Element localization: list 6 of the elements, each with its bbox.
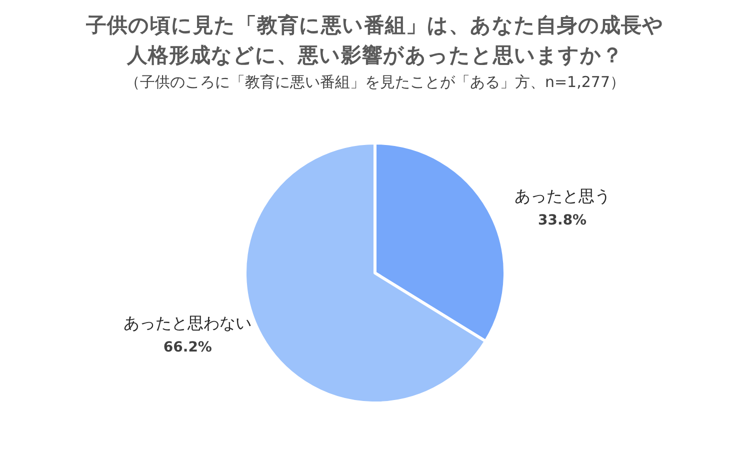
data-label: 33.8% — [538, 212, 587, 229]
slice-label: あったと思う — [514, 186, 610, 206]
chart-title: 子供の頃に見た「教育に悪い番組」は、あなた自身の成長や人格形成などに、悪い影響があったと思いますか？ — [85, 12, 665, 69]
data-label: 66.2% — [163, 339, 212, 356]
slice-label: あったと思わない — [124, 313, 252, 332]
chart-subtitle: （子供のころに「教育に悪い番組」を見たことが「ある」方、n=1,277） — [124, 73, 626, 92]
